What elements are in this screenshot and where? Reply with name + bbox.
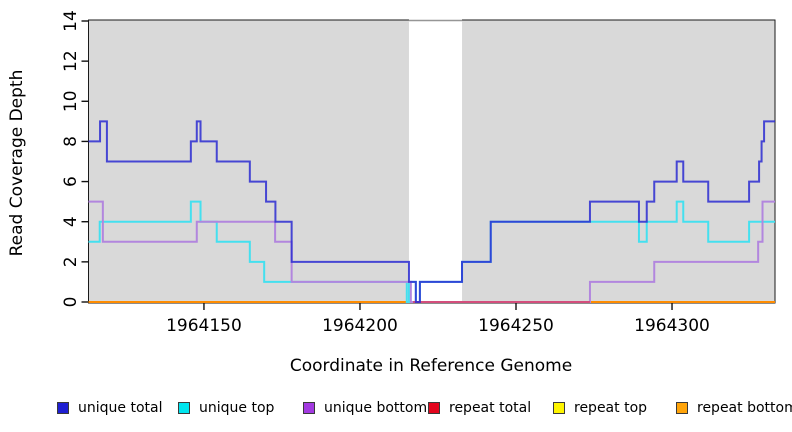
legend: unique total unique top unique bottom repea… [0, 398, 792, 422]
legend-item-unique-top: unique top [178, 398, 274, 418]
legend-label: unique total [78, 400, 163, 416]
y-tick-label: 2 [61, 256, 81, 267]
legend-swatch-icon [178, 402, 190, 414]
y-tick-label: 8 [61, 136, 81, 147]
y-tick-label: 10 [61, 90, 81, 112]
legend-item-repeat-total: repeat total [428, 398, 531, 418]
legend-label: unique top [199, 400, 275, 416]
series-line-unique-bottom [88, 200, 775, 303]
legend-swatch-icon [303, 402, 315, 414]
y-tick-label: 14 [61, 10, 81, 32]
legend-label: repeat bottom [697, 400, 792, 416]
y-tick-label: 6 [61, 176, 81, 187]
legend-swatch-icon [428, 402, 440, 414]
y-axis-title: Read Coverage Depth [7, 70, 27, 257]
legend-swatch-icon [57, 402, 69, 414]
y-tick-label: 12 [61, 50, 81, 72]
x-tick-label: 1964300 [634, 316, 710, 336]
legend-item-repeat-bottom: repeat bottom [676, 398, 792, 418]
x-tick-label: 1964150 [166, 316, 242, 336]
legend-item-unique-bottom: unique bottom [303, 398, 427, 418]
legend-label: unique bottom [324, 400, 428, 416]
x-tick-label: 1964200 [322, 316, 398, 336]
legend-swatch-icon [553, 402, 565, 414]
series-line-unique-total [88, 120, 775, 303]
legend-label: repeat top [574, 400, 648, 416]
legend-item-unique-total: unique total [57, 398, 162, 418]
x-axis-title: Coordinate in Reference Genome [290, 356, 572, 376]
gap-band [408, 14, 463, 302]
y-tick-label: 4 [61, 216, 81, 227]
y-tick-label: 0 [61, 297, 81, 308]
x-tick-label: 1964250 [478, 316, 554, 336]
legend-swatch-icon [676, 402, 688, 414]
legend-label: repeat total [449, 400, 532, 416]
legend-item-repeat-top: repeat top [553, 398, 647, 418]
